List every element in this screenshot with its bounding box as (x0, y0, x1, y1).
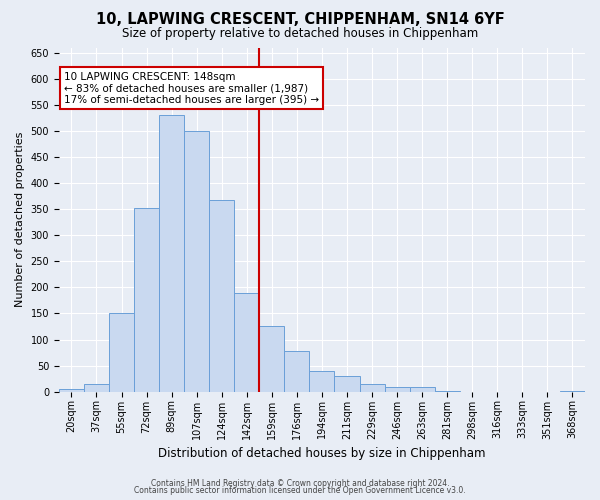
Bar (359, 384, 385, 392)
Text: Contains HM Land Registry data © Crown copyright and database right 2024.: Contains HM Land Registry data © Crown c… (151, 478, 449, 488)
Bar (84, 384, 109, 392)
Text: 10 LAPWING CRESCENT: 148sqm
← 83% of detached houses are smaller (1,987)
17% of : 10 LAPWING CRESCENT: 148sqm ← 83% of det… (64, 72, 319, 105)
Y-axis label: Number of detached properties: Number of detached properties (15, 132, 25, 308)
Text: Contains public sector information licensed under the Open Government Licence v3: Contains public sector information licen… (134, 486, 466, 495)
Text: Size of property relative to detached houses in Chippenham: Size of property relative to detached ho… (122, 28, 478, 40)
Bar (434, 390, 460, 392)
Bar (259, 326, 284, 392)
Bar (385, 388, 410, 392)
Bar (159, 116, 184, 392)
X-axis label: Distribution of detached houses by size in Chippenham: Distribution of detached houses by size … (158, 447, 486, 460)
Bar (410, 388, 434, 392)
Bar (334, 376, 359, 392)
Bar (134, 208, 159, 392)
Bar (310, 371, 334, 392)
Bar (109, 314, 134, 392)
Bar (209, 200, 234, 392)
Bar (234, 292, 259, 392)
Text: 10, LAPWING CRESCENT, CHIPPENHAM, SN14 6YF: 10, LAPWING CRESCENT, CHIPPENHAM, SN14 6… (95, 12, 505, 28)
Bar (560, 391, 585, 392)
Bar (184, 131, 209, 392)
Bar (284, 351, 310, 392)
Bar (59, 389, 84, 392)
